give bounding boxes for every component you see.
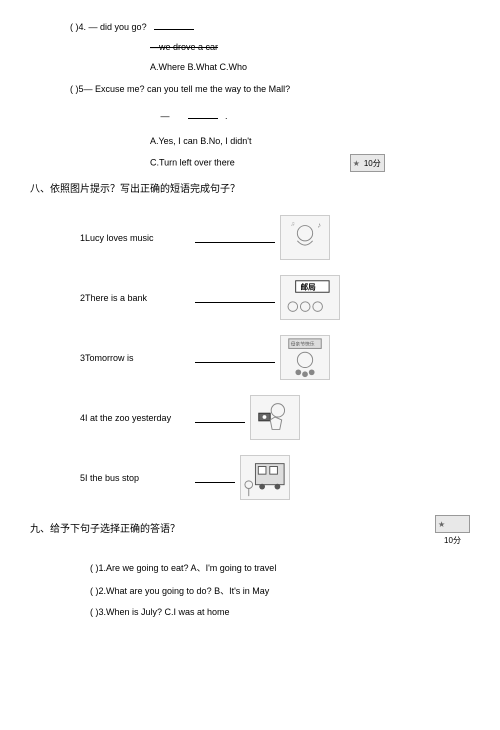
photographer-icon bbox=[250, 395, 300, 440]
item-5-blank[interactable] bbox=[195, 473, 235, 483]
q4-text: did you go? bbox=[100, 22, 147, 32]
score-9-box: . 10分 bbox=[435, 515, 470, 546]
s9-item-3: ( )3.When is July? C.I was at home bbox=[90, 607, 470, 617]
item-1: 1Lucy loves music ♪♫ bbox=[80, 215, 470, 260]
item-1-blank[interactable] bbox=[195, 233, 275, 243]
item-2-text: 2There is a bank bbox=[80, 293, 190, 303]
q5-prefix: ( )5— bbox=[70, 84, 93, 94]
q5-blank[interactable] bbox=[188, 109, 218, 119]
item-4-text: 4I at the zoo yesterday bbox=[80, 413, 190, 423]
item-5-text: 5I the bus stop bbox=[80, 473, 190, 483]
q4-prefix: ( )4. — bbox=[70, 22, 98, 32]
q4-line: ( )4. — did you go? bbox=[70, 20, 470, 32]
s9-item-2: ( )2.What are you going to do? B、It's in… bbox=[90, 584, 470, 597]
item-4-blank[interactable] bbox=[195, 413, 245, 423]
section-8-title: 八、依照图片提示？写出正确的短语完成句子？ bbox=[30, 180, 470, 195]
q5-options2: C.Turn left over there 10分 bbox=[150, 154, 470, 172]
svg-text:♪: ♪ bbox=[317, 220, 321, 229]
mothers-day-icon: 母亲节快乐 bbox=[280, 335, 330, 380]
score-badge-9-star: . bbox=[435, 515, 470, 533]
section-9-items: ( )1.Are we going to eat? A、I'm going to… bbox=[90, 561, 470, 617]
svg-text:邮局: 邮局 bbox=[300, 281, 316, 291]
section-9-title: 九、给予下句子选择正确的答语？ bbox=[30, 520, 435, 535]
item-5: 5I the bus stop bbox=[80, 455, 470, 500]
item-3-blank[interactable] bbox=[195, 353, 275, 363]
item-3-text: 3Tomorrow is bbox=[80, 353, 190, 363]
item-2: 2There is a bank 邮局 bbox=[80, 275, 470, 320]
q5-line: ( )5— Excuse me? can you tell me the way… bbox=[70, 84, 470, 94]
q4-answer: —we drove a car bbox=[150, 42, 470, 52]
post-office-icon: 邮局 bbox=[280, 275, 340, 320]
score-9-text: 10分 bbox=[435, 535, 470, 546]
q5-dash-row: — . bbox=[150, 109, 470, 121]
item-4: 4I at the zoo yesterday bbox=[80, 395, 470, 440]
item-3: 3Tomorrow is 母亲节快乐 bbox=[80, 335, 470, 380]
bus-icon bbox=[240, 455, 290, 500]
svg-text:♫: ♫ bbox=[291, 222, 295, 228]
item-1-text: 1Lucy loves music bbox=[80, 233, 190, 243]
q5-text: Excuse me? can you tell me the way to th… bbox=[95, 84, 290, 94]
q4-blank[interactable] bbox=[154, 20, 194, 30]
q4-options: A.Where B.What C.Who bbox=[150, 62, 470, 72]
section-9-header-row: 九、给予下句子选择正确的答语？ . 10分 bbox=[30, 515, 470, 546]
s9-item-1: ( )1.Are we going to eat? A、I'm going to… bbox=[90, 561, 470, 574]
girl-music-icon: ♪♫ bbox=[280, 215, 330, 260]
q5-options: A.Yes, I can B.No, I didn't bbox=[150, 136, 470, 146]
section-8-items: 1Lucy loves music ♪♫ 2There is a bank 邮局… bbox=[30, 215, 470, 500]
item-2-blank[interactable] bbox=[195, 293, 275, 303]
score-badge-8: 10分 bbox=[350, 154, 385, 172]
